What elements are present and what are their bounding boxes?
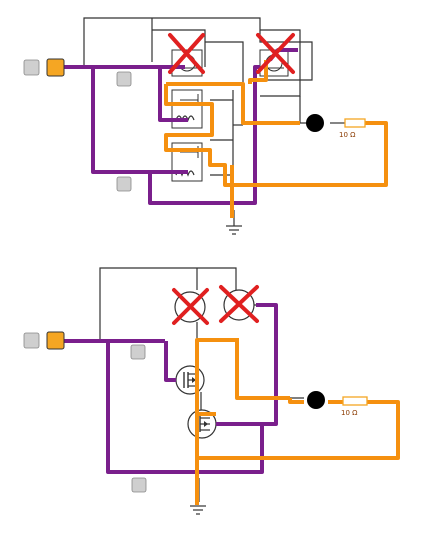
purple-wires-top bbox=[64, 48, 298, 205]
relay-coil-1[interactable] bbox=[171, 89, 203, 129]
ground-symbol bbox=[226, 225, 242, 235]
input-switch-on[interactable] bbox=[46, 58, 65, 77]
led[interactable] bbox=[306, 114, 324, 132]
orange-wires-top bbox=[164, 60, 388, 218]
circuit-top: 10 Ω bbox=[23, 17, 388, 235]
circuit-bottom: 10 Ω bbox=[23, 267, 400, 515]
resistor-label-bottom: 10 Ω bbox=[341, 409, 358, 417]
toggle-switch-1[interactable] bbox=[116, 71, 132, 87]
resistor-label: 10 Ω bbox=[339, 131, 356, 139]
cross-mark-1 bbox=[168, 33, 205, 74]
toggle-switch-3[interactable] bbox=[130, 344, 146, 360]
cross-mark-2 bbox=[256, 33, 295, 74]
input-switch-off[interactable] bbox=[23, 59, 40, 76]
toggle-switch-4[interactable] bbox=[131, 477, 147, 493]
ground-symbol-bottom bbox=[190, 505, 206, 515]
mosfet-1[interactable] bbox=[175, 365, 205, 395]
purple-wires-bottom bbox=[64, 303, 278, 474]
thin-wires-bottom bbox=[99, 267, 343, 502]
toggle-switch-2[interactable] bbox=[116, 176, 132, 192]
cross-mark-4 bbox=[219, 285, 259, 323]
thin-wires-top bbox=[83, 17, 345, 226]
resistor[interactable] bbox=[344, 118, 366, 128]
cross-mark-3 bbox=[172, 288, 209, 325]
input-switch-off-bottom[interactable] bbox=[23, 332, 40, 349]
led-bottom[interactable] bbox=[307, 391, 325, 409]
resistor-bottom[interactable] bbox=[342, 396, 368, 406]
input-switch-on-bottom[interactable] bbox=[46, 331, 65, 350]
orange-wires-bottom bbox=[195, 338, 400, 505]
